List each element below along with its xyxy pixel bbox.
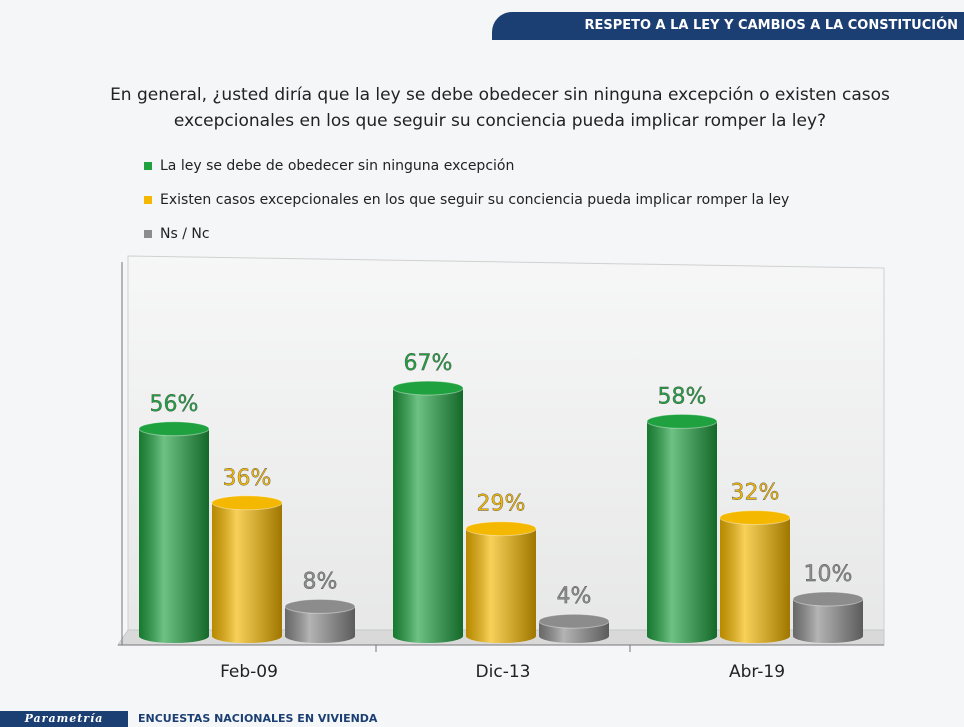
bar-shade [720, 518, 790, 636]
x-tick-label: Abr-19 [729, 662, 785, 682]
bar-cap [720, 511, 790, 525]
bar-shade [466, 529, 536, 636]
bar-cap [793, 592, 863, 606]
value-label: 10% [804, 562, 853, 587]
legend-swatch [144, 162, 152, 170]
bar-cap [647, 414, 717, 428]
value-label: 29% [477, 492, 526, 517]
bar-cap [285, 599, 355, 613]
x-tick-label: Dic-13 [476, 662, 531, 682]
value-label: 8% [303, 569, 338, 594]
legend-label: Existen casos excepcionales en los que s… [160, 192, 789, 208]
page: RESPETO A LA LEY Y CAMBIOS A LA CONSTITU… [0, 0, 964, 727]
legend-swatch [144, 196, 152, 204]
x-tick-label: Feb-09 [220, 662, 278, 682]
bar-cap [139, 422, 209, 436]
bar-cap [539, 614, 609, 628]
value-label: 58% [658, 384, 707, 409]
brand-logo: Parametría [0, 711, 128, 727]
chart: La ley se debe de obedecer sin ninguna e… [0, 0, 964, 700]
legend-swatch [144, 230, 152, 238]
bar-cap [466, 522, 536, 536]
value-label: 67% [404, 351, 453, 376]
legend-label: Ns / Nc [160, 226, 210, 242]
value-label: 32% [731, 481, 780, 506]
footer-text: ENCUESTAS NACIONALES EN VIVIENDA [138, 711, 377, 727]
bar-shade [393, 388, 463, 636]
legend-label: La ley se debe de obedecer sin ninguna e… [160, 158, 514, 174]
bar-shade [212, 503, 282, 636]
bar-cap [393, 381, 463, 395]
value-label: 36% [223, 466, 272, 491]
bar-shade [139, 429, 209, 636]
bar-shade [647, 421, 717, 636]
value-label: 56% [150, 392, 199, 417]
value-label: 4% [557, 584, 592, 609]
footer: Parametría ENCUESTAS NACIONALES EN VIVIE… [0, 709, 964, 727]
bar-cap [212, 496, 282, 510]
